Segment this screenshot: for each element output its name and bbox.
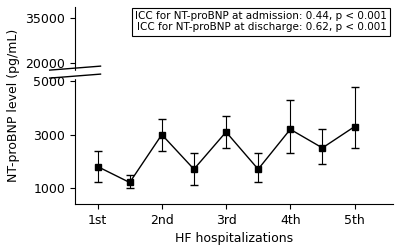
Bar (74, 71, 77, 78)
X-axis label: HF hospitalizations: HF hospitalizations (175, 232, 293, 245)
Text: ICC for NT-proBNP at admission: 0.44, p < 0.001
ICC for NT-proBNP at discharge: : ICC for NT-proBNP at admission: 0.44, p … (135, 11, 387, 33)
Y-axis label: NT-proBNP level (pg/mL): NT-proBNP level (pg/mL) (7, 29, 20, 182)
